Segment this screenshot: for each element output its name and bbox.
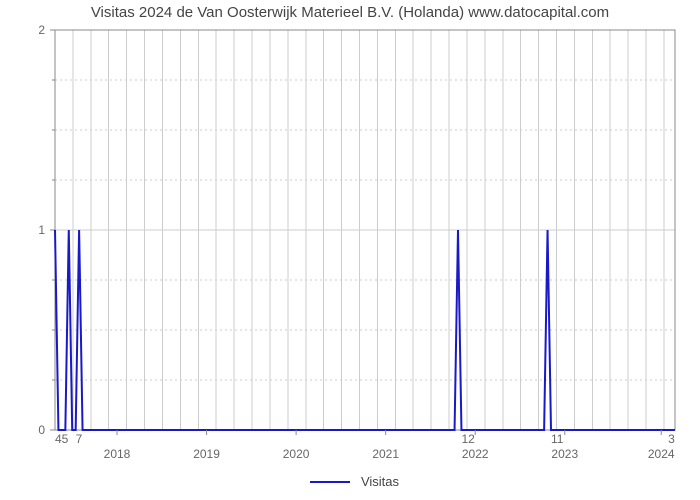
data-point-label: 3 [668, 432, 675, 446]
x-tick-label: 2021 [372, 447, 399, 461]
x-tick-label: 2018 [104, 447, 131, 461]
x-tick-label: 2019 [193, 447, 220, 461]
legend: Visitas [310, 474, 400, 489]
x-tick-label: 2020 [283, 447, 310, 461]
y-tick-label: 0 [38, 423, 45, 437]
x-tick-label: 2024 [648, 447, 675, 461]
data-point-label: 12 [461, 432, 475, 446]
x-tick-label: 2023 [551, 447, 578, 461]
y-tick-label: 2 [38, 23, 45, 37]
visits-chart: Visitas 2024 de Van Oosterwijk Materieel… [0, 0, 700, 500]
y-tick-label: 1 [38, 223, 45, 237]
legend-label: Visitas [361, 474, 400, 489]
data-point-label: 11 [551, 432, 564, 446]
data-point-label: 45 [55, 432, 69, 446]
grid [55, 30, 675, 430]
x-tick-label: 2022 [462, 447, 489, 461]
chart-title: Visitas 2024 de Van Oosterwijk Materieel… [91, 4, 609, 21]
data-point-label: 7 [76, 432, 83, 446]
